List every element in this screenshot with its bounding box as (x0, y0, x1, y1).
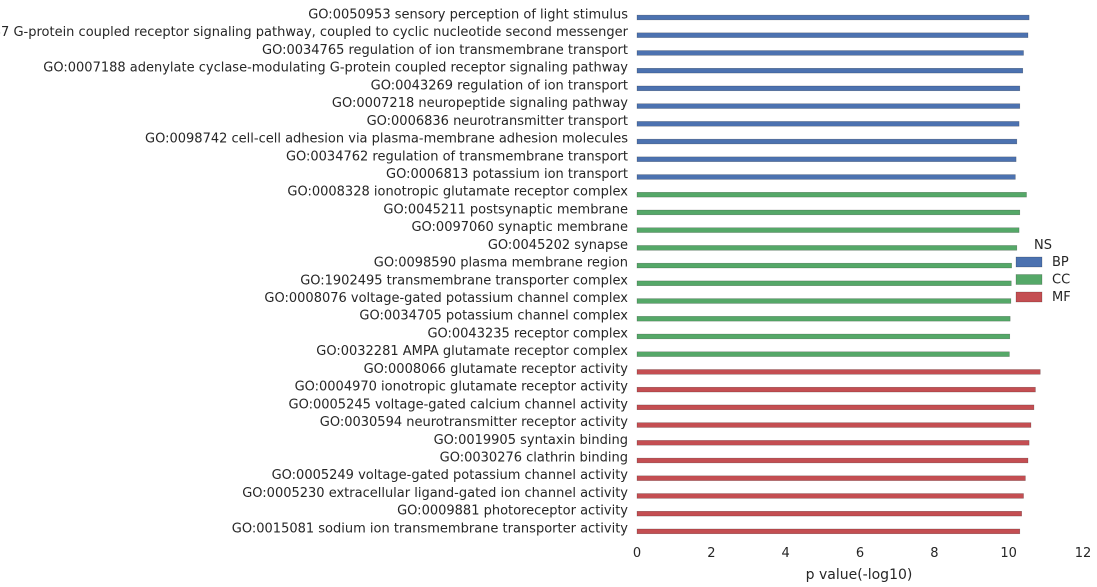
bar (636, 351, 1010, 357)
category-label: GO:0005249 voltage-gated potassium chann… (272, 468, 629, 483)
bar (636, 511, 1022, 517)
category-label: GO:0008066 glutamate receptor activity (364, 362, 629, 377)
legend-swatch (1015, 291, 1043, 303)
category-label: GO:0007218 neuropeptide signaling pathwa… (332, 96, 628, 111)
category-label: GO:0007187 G-protein coupled receptor si… (0, 25, 629, 40)
bar (636, 121, 1020, 127)
bar (636, 404, 1035, 410)
bar (636, 50, 1024, 56)
x-tick-label: 6 (856, 546, 864, 561)
category-label: GO:0004970 ionotropic glutamate receptor… (295, 380, 629, 395)
category-label: GO:0034705 potassium channel complex (359, 309, 628, 324)
legend-label: MF (1052, 290, 1071, 305)
bar (636, 192, 1027, 198)
x-tick-label: 4 (782, 546, 790, 561)
legend: NS BP CC MF (1015, 238, 1071, 305)
bar (636, 422, 1032, 428)
bar (636, 174, 1016, 180)
bar (636, 85, 1021, 92)
category-label: GO:0098742 cell-cell adhesion via plasma… (145, 132, 628, 147)
category-label: GO:0019905 syntaxin binding (434, 433, 628, 448)
bar (636, 493, 1024, 499)
legend-swatch (1015, 274, 1043, 285)
category-label: GO:0009881 photoreceptor activity (397, 504, 628, 519)
bar (636, 32, 1029, 38)
bar (636, 156, 1017, 162)
legend-title: NS (1034, 238, 1052, 253)
category-label: GO:0030276 clathrin binding (440, 451, 628, 466)
bar (636, 209, 1021, 216)
bar (636, 475, 1026, 481)
category-label: GO:0045211 postsynaptic membrane (383, 202, 628, 217)
bars (636, 14, 1041, 535)
bar (636, 14, 1030, 21)
bar (636, 280, 1012, 286)
bar (636, 227, 1020, 233)
x-axis: p value(-log10) 0 2 4 6 8 10 12 (633, 546, 1091, 583)
category-label: GO:0034762 regulation of transmembrane t… (286, 149, 628, 164)
category-label: GO:0007188 adenylate cyclase-modulating … (43, 61, 628, 76)
bar (636, 386, 1036, 393)
legend-label: BP (1052, 255, 1069, 270)
category-label: GO:0006836 neurotransmitter transport (367, 114, 628, 129)
category-label: GO:0008076 voltage-gated potassium chann… (264, 291, 628, 306)
bar (636, 245, 1018, 251)
bar (636, 68, 1024, 74)
category-label: GO:0006813 potassium ion transport (386, 167, 628, 182)
category-label: GO:0034765 regulation of ion transmembra… (262, 43, 628, 58)
category-label: GO:0008328 ionotropic glutamate receptor… (287, 185, 628, 200)
x-tick-label: 2 (707, 546, 715, 561)
bar (636, 369, 1041, 375)
x-tick-label: 10 (1000, 546, 1017, 561)
category-label: GO:0098590 plasma membrane region (374, 256, 628, 271)
bar (636, 103, 1021, 109)
bar (636, 528, 1021, 535)
category-labels: GO:0050953 sensory perception of light s… (0, 8, 629, 537)
legend-swatch (1015, 256, 1043, 268)
category-label: GO:0043235 receptor complex (427, 326, 628, 341)
legend-label: CC (1052, 273, 1070, 288)
bar (636, 457, 1029, 464)
bar (636, 138, 1018, 145)
category-label: GO:0097060 synaptic membrane (411, 220, 628, 235)
category-label: GO:0032281 AMPA glutamate receptor compl… (316, 344, 628, 359)
category-label: GO:0050953 sensory perception of light s… (308, 8, 628, 23)
bar (636, 333, 1011, 340)
category-label: GO:0043269 regulation of ion transport (371, 78, 628, 93)
x-tick-label: 0 (633, 546, 641, 561)
category-label: GO:0015081 sodium ion transmembrane tran… (232, 521, 628, 536)
category-label: GO:0005245 voltage-gated calcium channel… (289, 397, 629, 412)
bar (636, 262, 1012, 269)
category-label: GO:0045202 synapse (488, 238, 628, 253)
x-tick-label: 8 (930, 546, 938, 561)
bar (636, 316, 1011, 322)
category-label: GO:0005230 extracellular ligand-gated io… (242, 486, 628, 501)
bar (636, 298, 1012, 304)
x-axis-title: p value(-log10) (806, 567, 913, 583)
category-label: GO:0030594 neurotransmitter receptor act… (320, 415, 629, 430)
bar (636, 440, 1030, 446)
category-label: GO:1902495 transmembrane transporter com… (300, 273, 628, 288)
x-tick-label: 12 (1075, 546, 1092, 561)
